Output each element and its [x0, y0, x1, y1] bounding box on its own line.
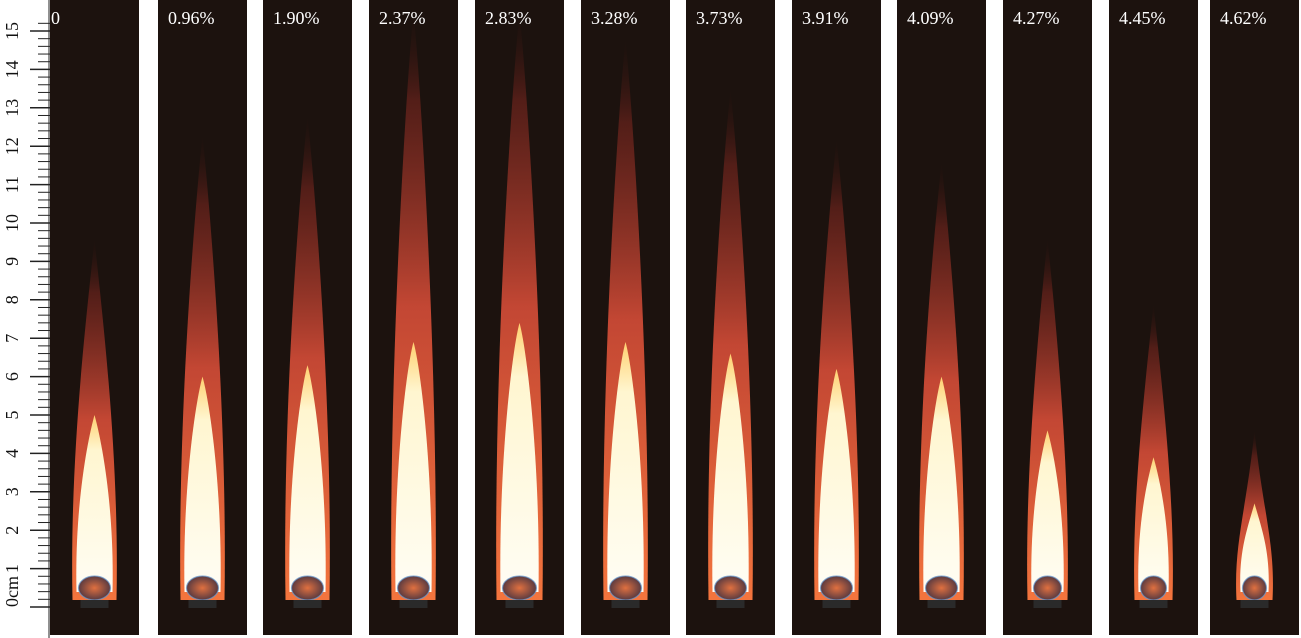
burner	[505, 600, 534, 608]
panel-label: 0.96%	[168, 8, 215, 28]
panel-label: 3.28%	[591, 8, 638, 28]
panel-label: 2.37%	[379, 8, 426, 28]
burner	[188, 600, 217, 608]
ruler-label: 4	[2, 449, 22, 458]
panel-label: 3.91%	[802, 8, 849, 28]
burner	[716, 600, 745, 608]
ruler-label: 6	[2, 372, 22, 381]
ruler-label: 15	[2, 22, 22, 40]
ruler-label: 8	[2, 295, 22, 304]
flame-core	[818, 368, 855, 592]
panel-label: 4.27%	[1013, 8, 1060, 28]
ruler-label: 1	[2, 564, 22, 573]
panel-label: 4.62%	[1220, 8, 1267, 28]
ruler-label: 12	[2, 137, 22, 155]
burner	[822, 600, 851, 608]
flame-base	[1139, 575, 1168, 601]
flame-core	[923, 376, 960, 592]
burner	[927, 600, 956, 608]
ruler-label: 3	[2, 487, 22, 496]
panel-label: 2.83%	[485, 8, 532, 28]
flame-core	[184, 376, 221, 592]
ruler-label: 5	[2, 411, 22, 420]
flame-base	[1241, 575, 1268, 601]
flame-base	[819, 575, 854, 601]
flame-core	[712, 353, 749, 592]
ruler-label: 0cm	[2, 576, 22, 607]
burner	[1139, 600, 1168, 608]
flame-core	[1240, 503, 1269, 592]
flame-core	[76, 415, 113, 592]
ruler-label: 2	[2, 526, 22, 535]
flame-core	[1031, 430, 1064, 592]
burner	[293, 600, 322, 608]
burner	[1240, 600, 1269, 608]
flame-base	[185, 575, 220, 601]
flame-base	[713, 575, 748, 601]
burner	[80, 600, 109, 608]
flame-base	[77, 575, 112, 601]
flame-base	[290, 575, 325, 601]
ruler-label: 9	[2, 257, 22, 266]
flame-core	[289, 365, 326, 592]
burner	[399, 600, 428, 608]
ruler-label: 10	[2, 214, 22, 232]
flame-base	[924, 575, 959, 601]
flame-core	[1138, 457, 1169, 592]
burner	[611, 600, 640, 608]
panel-label: 0	[51, 8, 60, 28]
flame-core	[395, 342, 432, 592]
burner	[1033, 600, 1062, 608]
ruler-label: 14	[2, 60, 22, 78]
ruler-label: 7	[2, 334, 22, 343]
panel-label: 1.90%	[273, 8, 320, 28]
ruler-label: 13	[2, 99, 22, 117]
flame-base	[608, 575, 643, 601]
panel-label: 4.45%	[1119, 8, 1166, 28]
flame-base	[1032, 575, 1063, 601]
ruler-label: 11	[2, 176, 22, 193]
ruler-bg	[0, 0, 50, 638]
flame-base	[396, 575, 431, 601]
flame-core	[607, 342, 644, 592]
flame-core	[500, 322, 539, 592]
flame-base	[501, 575, 538, 601]
panel-label: 4.09%	[907, 8, 954, 28]
panel-label: 3.73%	[696, 8, 743, 28]
